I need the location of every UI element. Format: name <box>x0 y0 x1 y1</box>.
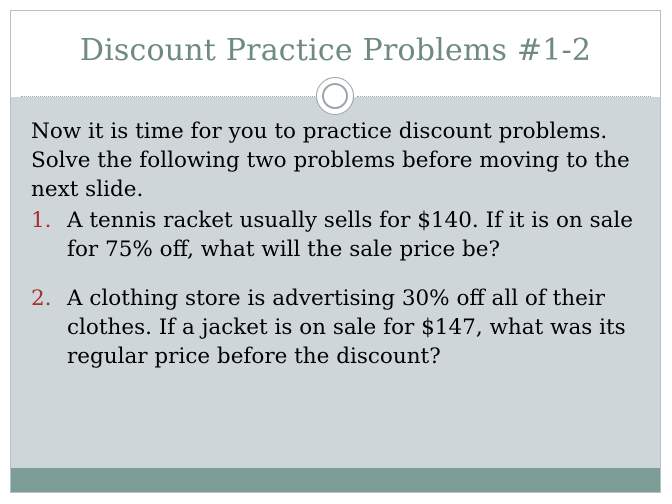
title-divider-right <box>357 96 651 97</box>
title-divider-left <box>21 96 315 97</box>
problem-number: 2. <box>31 286 52 311</box>
problem-item: 2. A clothing store is advertising 30% o… <box>31 284 651 371</box>
problem-text: A clothing store is advertising 30% off … <box>67 286 626 369</box>
problem-text: A tennis racket usually sells for $140. … <box>67 208 634 262</box>
slide: Discount Practice Problems #1-2 Now it i… <box>10 10 661 493</box>
intro-text: Now it is time for you to practice disco… <box>31 119 630 202</box>
problem-item: 1. A tennis racket usually sells for $14… <box>31 206 651 264</box>
divider-circle-ornament <box>316 77 354 115</box>
footer-bar <box>11 468 660 492</box>
slide-body: Now it is time for you to practice disco… <box>31 117 651 371</box>
slide-title: Discount Practice Problems #1-2 <box>79 33 592 68</box>
problem-number: 1. <box>31 208 52 233</box>
